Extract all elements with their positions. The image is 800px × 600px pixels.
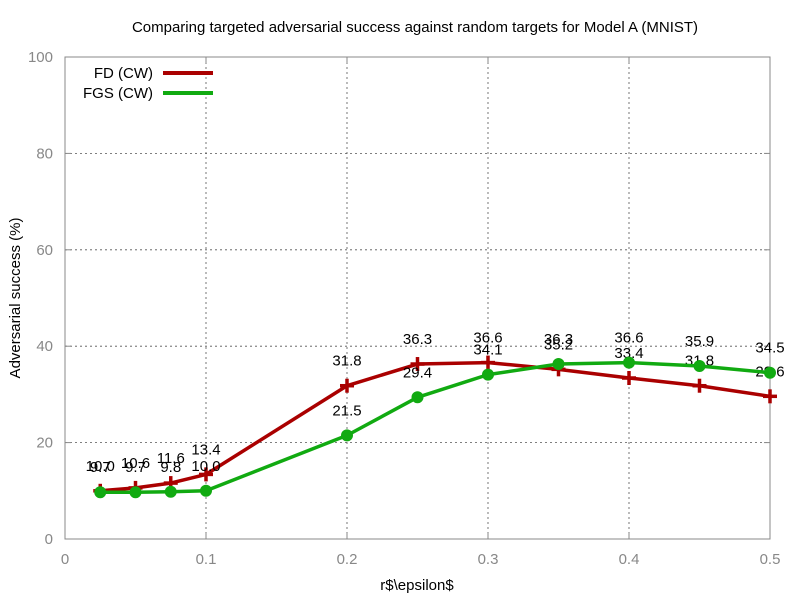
- data-point: [623, 356, 635, 369]
- legend-label: FGS (CW): [83, 85, 153, 102]
- data-point: [94, 486, 107, 499]
- x-tick-label: 0.5: [760, 551, 781, 568]
- data-point: [693, 359, 706, 372]
- data-label: 9.8: [160, 459, 181, 476]
- data-label: 10.0: [86, 458, 115, 475]
- y-axis-label: Adversarial success (%): [7, 218, 24, 379]
- grid: [65, 57, 770, 539]
- x-tick-label: 0.2: [337, 551, 358, 568]
- data-label: 36.3: [403, 331, 432, 348]
- plot-frame: [64, 56, 771, 540]
- series-fgs-cw: 9.7 9.7 9.8 10.0 21.5 29.4 34.1 36.3 36.6 35.9 34.…: [90, 330, 785, 499]
- data-point: [129, 486, 142, 499]
- data-label: 21.5: [332, 402, 361, 419]
- data-point: [764, 366, 776, 379]
- legend-label: FD (CW): [94, 65, 153, 82]
- x-tick-label: 0.4: [619, 551, 640, 568]
- data-label: 31.8: [332, 353, 361, 370]
- legend: FD (CW) FGS (CW): [83, 65, 213, 102]
- data-point: [200, 484, 212, 497]
- data-point: [341, 429, 353, 442]
- data-point: [164, 485, 177, 498]
- data-point: [340, 378, 354, 393]
- x-axis-label: r$\epsilon$: [380, 577, 454, 594]
- data-label: 11.6: [157, 450, 185, 467]
- y-tick-label: 20: [36, 435, 53, 452]
- data-label: 36.3: [544, 331, 573, 348]
- data-point: [622, 371, 636, 386]
- data-point: [482, 368, 494, 381]
- data-point: [763, 389, 777, 404]
- x-tick-label: 0: [61, 551, 69, 568]
- chart-title: Comparing targeted adversarial success a…: [132, 19, 698, 36]
- data-point: [552, 358, 565, 371]
- axis-ticks: 0 0.1 0.2 0.3 0.4 0.5 0 20 40 60 80 100: [28, 49, 780, 568]
- data-point: [481, 355, 495, 370]
- data-label: 34.5: [755, 340, 784, 357]
- data-label: 29.4: [403, 364, 432, 381]
- data-label: 33.4: [614, 345, 643, 362]
- data-label: 36.6: [473, 330, 502, 347]
- data-point: [411, 391, 424, 404]
- data-label: 35.9: [685, 333, 714, 350]
- data-label: 10.0: [191, 458, 220, 475]
- y-tick-label: 40: [36, 338, 53, 355]
- data-label: 13.4: [191, 441, 220, 458]
- data-label: 34.1: [473, 342, 502, 359]
- data-label: 9.7: [90, 459, 111, 476]
- data-label: 9.7: [125, 459, 146, 476]
- series-layer: 10.010.611.613.431.836.336.635.233.431.8…: [86, 330, 785, 499]
- data-label: 36.6: [614, 330, 643, 347]
- x-tick-label: 0.3: [478, 551, 499, 568]
- data-point: [410, 357, 425, 372]
- data-point: [692, 378, 707, 393]
- data-label: 35.2: [544, 336, 573, 353]
- y-tick-label: 80: [36, 145, 53, 162]
- x-tick-label: 0.1: [196, 551, 217, 568]
- data-point: [199, 467, 213, 482]
- y-tick-label: 60: [36, 242, 53, 259]
- data-label: 10.6: [121, 455, 150, 472]
- y-tick-label: 100: [28, 49, 53, 66]
- y-tick-label: 0: [45, 531, 53, 548]
